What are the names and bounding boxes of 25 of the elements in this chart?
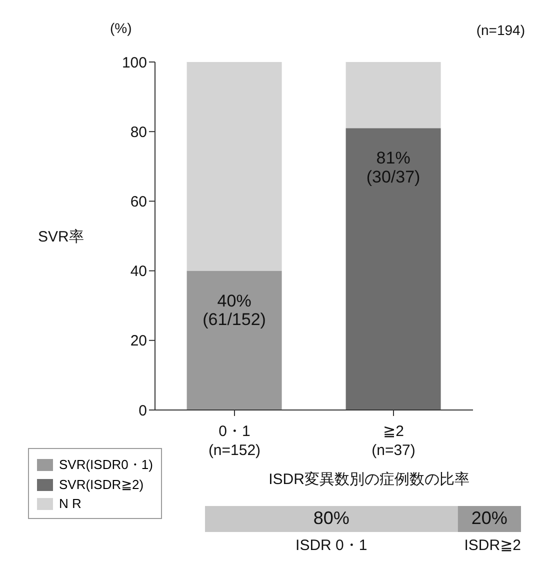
text: (n=194) xyxy=(476,22,525,38)
legend-label: SVR(ISDR≧2) xyxy=(59,477,144,493)
y-tick-label: 60 xyxy=(130,194,147,211)
series-label: ISDR≧2 xyxy=(464,537,521,554)
data-label: 80% xyxy=(313,508,350,528)
legend-label: SVR(ISDR0・1) xyxy=(59,456,153,474)
y-tick-label: 100 xyxy=(122,54,147,72)
bar xyxy=(346,62,441,128)
x-tick-label: ≧2 (n=37) xyxy=(372,423,416,459)
y-tick-label: 80 xyxy=(130,124,147,141)
chart-title: ISDR変異数別の症例数の比率 xyxy=(268,470,470,489)
data-label: 81% (30/37) xyxy=(366,149,420,187)
y-tick-label: 20 xyxy=(130,332,147,350)
data-label: 20% xyxy=(471,508,508,528)
bar xyxy=(346,128,441,410)
legend-label: N R xyxy=(59,496,82,511)
bar xyxy=(186,270,282,410)
y-axis-title: SVR率 xyxy=(38,228,84,246)
x-tick-label: 0・1 (n=152) xyxy=(208,423,261,459)
data-label: 40% (61/152) xyxy=(202,292,266,330)
y-tick-label: 0 xyxy=(138,402,147,420)
bar xyxy=(186,62,282,271)
y-tick-label: 40 xyxy=(130,263,147,280)
text: (%) xyxy=(110,20,132,36)
series-label: ISDR 0・1 xyxy=(296,537,368,554)
